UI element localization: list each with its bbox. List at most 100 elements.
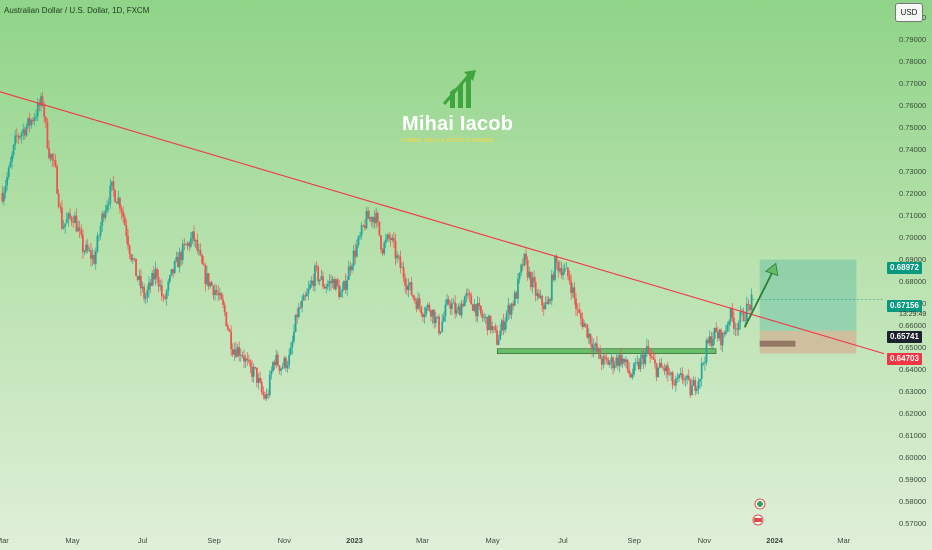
candle-body xyxy=(552,274,555,280)
candle-body xyxy=(742,310,745,322)
candle-body xyxy=(77,227,79,232)
candle-body xyxy=(645,346,648,353)
candle-body xyxy=(11,154,13,163)
time-axis[interactable]: Mar May Jul Sep Nov 2023 Mar May Jul Sep Nov 2024 Ma… xyxy=(0,536,851,545)
candle-body xyxy=(628,369,631,374)
candle-body xyxy=(539,295,542,298)
candle-body xyxy=(362,225,365,227)
candle-body xyxy=(301,300,303,308)
candle-body xyxy=(17,135,20,138)
candle-body xyxy=(562,271,564,276)
candle-body xyxy=(251,366,253,377)
candle-body xyxy=(86,244,89,251)
price-axis[interactable]: 0.800000.790000.780000.770000.760000.750… xyxy=(884,0,932,550)
candle-body xyxy=(724,331,727,335)
candle-body xyxy=(322,276,324,287)
currency-button[interactable]: USD xyxy=(895,3,923,22)
candle-body xyxy=(673,384,676,386)
candle-body xyxy=(359,235,361,237)
candle-body xyxy=(637,361,640,369)
candle-body xyxy=(413,297,416,301)
candle-body xyxy=(54,160,57,167)
candle-body xyxy=(520,264,523,273)
support-zone-box xyxy=(496,348,717,354)
candle-body xyxy=(99,225,102,236)
candle-body xyxy=(426,304,429,308)
candle-body xyxy=(383,242,386,254)
candle-body xyxy=(718,329,721,339)
candle-body xyxy=(288,354,291,366)
candle-body xyxy=(692,380,695,386)
candle-body xyxy=(695,388,698,391)
candle-body xyxy=(254,367,257,368)
candle-body xyxy=(338,285,340,298)
candle-body xyxy=(199,249,202,255)
x-tick-label: Mar xyxy=(416,536,429,545)
y-tick-label: 0.57000 xyxy=(899,519,926,528)
candle-body xyxy=(703,362,706,364)
candle-body xyxy=(678,374,681,379)
candle-body xyxy=(402,267,405,278)
candle-body xyxy=(264,395,266,399)
candle-body xyxy=(94,251,97,264)
candle-body xyxy=(372,217,374,222)
candle-body xyxy=(396,255,399,259)
candle-body xyxy=(217,292,220,296)
event-icons[interactable] xyxy=(752,498,766,526)
arrow-head xyxy=(764,262,779,276)
candle-body xyxy=(280,368,282,371)
candle-body xyxy=(148,282,150,291)
candle-body xyxy=(375,212,378,224)
candle-body xyxy=(549,299,552,301)
candle-body xyxy=(420,306,423,314)
candle-body xyxy=(46,121,49,149)
position-handle xyxy=(759,340,796,347)
candle-body xyxy=(567,267,569,276)
candle-body xyxy=(500,320,503,331)
candle-body xyxy=(133,258,136,260)
candle-body xyxy=(710,336,713,346)
support-zone[interactable] xyxy=(496,348,717,354)
y-tick-label: 0.79000 xyxy=(899,35,926,44)
x-tick-label: Mar xyxy=(837,536,850,545)
candle-body xyxy=(260,382,263,393)
candle-body xyxy=(312,280,315,287)
candle-body xyxy=(183,243,186,245)
candle-body xyxy=(188,242,191,247)
candle-body xyxy=(438,316,440,334)
candle-body xyxy=(492,326,495,327)
y-tick-label: 0.62000 xyxy=(899,409,926,418)
projection-arrow[interactable] xyxy=(743,262,779,328)
candle-body xyxy=(244,358,247,362)
candle-body xyxy=(404,277,407,286)
trendline[interactable] xyxy=(0,91,885,355)
candle-body xyxy=(102,213,105,218)
candle-body xyxy=(388,234,390,238)
candle-body xyxy=(679,373,682,375)
candle-body xyxy=(602,356,605,365)
candle-body xyxy=(666,365,669,375)
candle-body xyxy=(736,328,739,330)
long-position-tool[interactable] xyxy=(752,259,884,354)
candle-body xyxy=(283,357,286,367)
candle-body xyxy=(583,323,585,327)
candle-body xyxy=(9,162,12,168)
candle-body xyxy=(550,274,553,301)
candle-body xyxy=(185,244,187,246)
candle-body xyxy=(210,282,213,286)
candle-body xyxy=(276,354,279,366)
candle-body xyxy=(412,295,415,298)
candle-body xyxy=(544,302,547,310)
candle-body xyxy=(189,238,192,247)
x-tick-label: Nov xyxy=(278,536,292,545)
candle-body xyxy=(531,277,534,288)
candle-body xyxy=(130,254,133,261)
candle-body xyxy=(339,292,342,298)
candle-body xyxy=(90,250,92,259)
candle-body xyxy=(365,210,368,229)
candle-body xyxy=(378,221,381,236)
candle-body xyxy=(652,357,655,360)
candle-body xyxy=(7,167,10,177)
